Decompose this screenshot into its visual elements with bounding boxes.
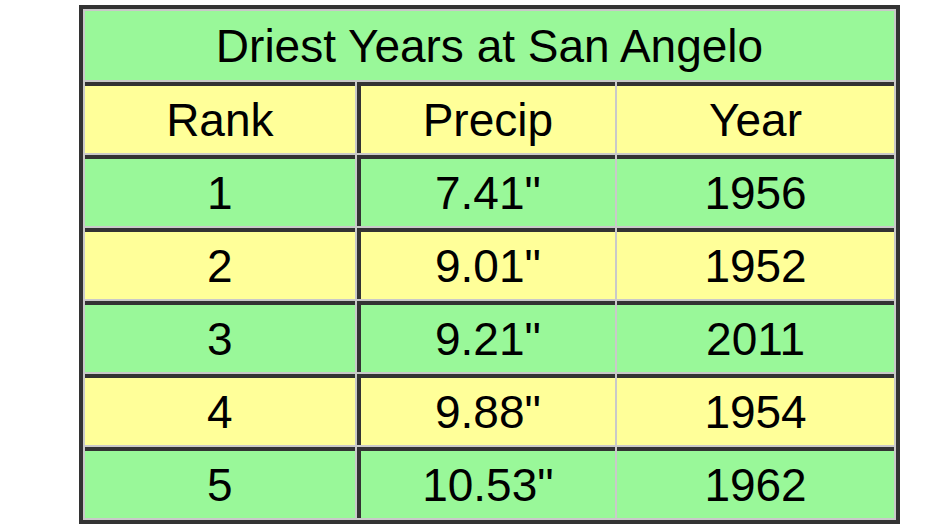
- cell-year: 1962: [617, 447, 894, 518]
- column-header-rank: Rank: [85, 82, 355, 153]
- cell-year: 2011: [617, 301, 894, 372]
- table-body: Driest Years at San Angelo Rank Precip Y…: [85, 11, 894, 518]
- cell-precip: 9.21": [357, 301, 615, 372]
- cell-rank: 4: [85, 374, 355, 445]
- table-title: Driest Years at San Angelo: [85, 11, 894, 80]
- cell-precip: 9.01": [357, 228, 615, 299]
- cell-year: 1954: [617, 374, 894, 445]
- table-row: 17.41"1956: [85, 155, 894, 226]
- cell-rank: 5: [85, 447, 355, 518]
- table-row: 49.88"1954: [85, 374, 894, 445]
- cell-rank: 2: [85, 228, 355, 299]
- title-row: Driest Years at San Angelo: [85, 11, 894, 80]
- cell-year: 1956: [617, 155, 894, 226]
- table-row: 510.53"1962: [85, 447, 894, 518]
- cell-precip: 10.53": [357, 447, 615, 518]
- column-header-precip: Precip: [357, 82, 615, 153]
- table-row: 29.01"1952: [85, 228, 894, 299]
- cell-year: 1952: [617, 228, 894, 299]
- column-header-year: Year: [617, 82, 894, 153]
- header-row: Rank Precip Year: [85, 82, 894, 153]
- cell-rank: 1: [85, 155, 355, 226]
- table-row: 39.21"2011: [85, 301, 894, 372]
- cell-precip: 9.88": [357, 374, 615, 445]
- driest-years-table: Driest Years at San Angelo Rank Precip Y…: [79, 5, 900, 524]
- cell-precip: 7.41": [357, 155, 615, 226]
- cell-rank: 3: [85, 301, 355, 372]
- page: Driest Years at San Angelo Rank Precip Y…: [0, 0, 938, 527]
